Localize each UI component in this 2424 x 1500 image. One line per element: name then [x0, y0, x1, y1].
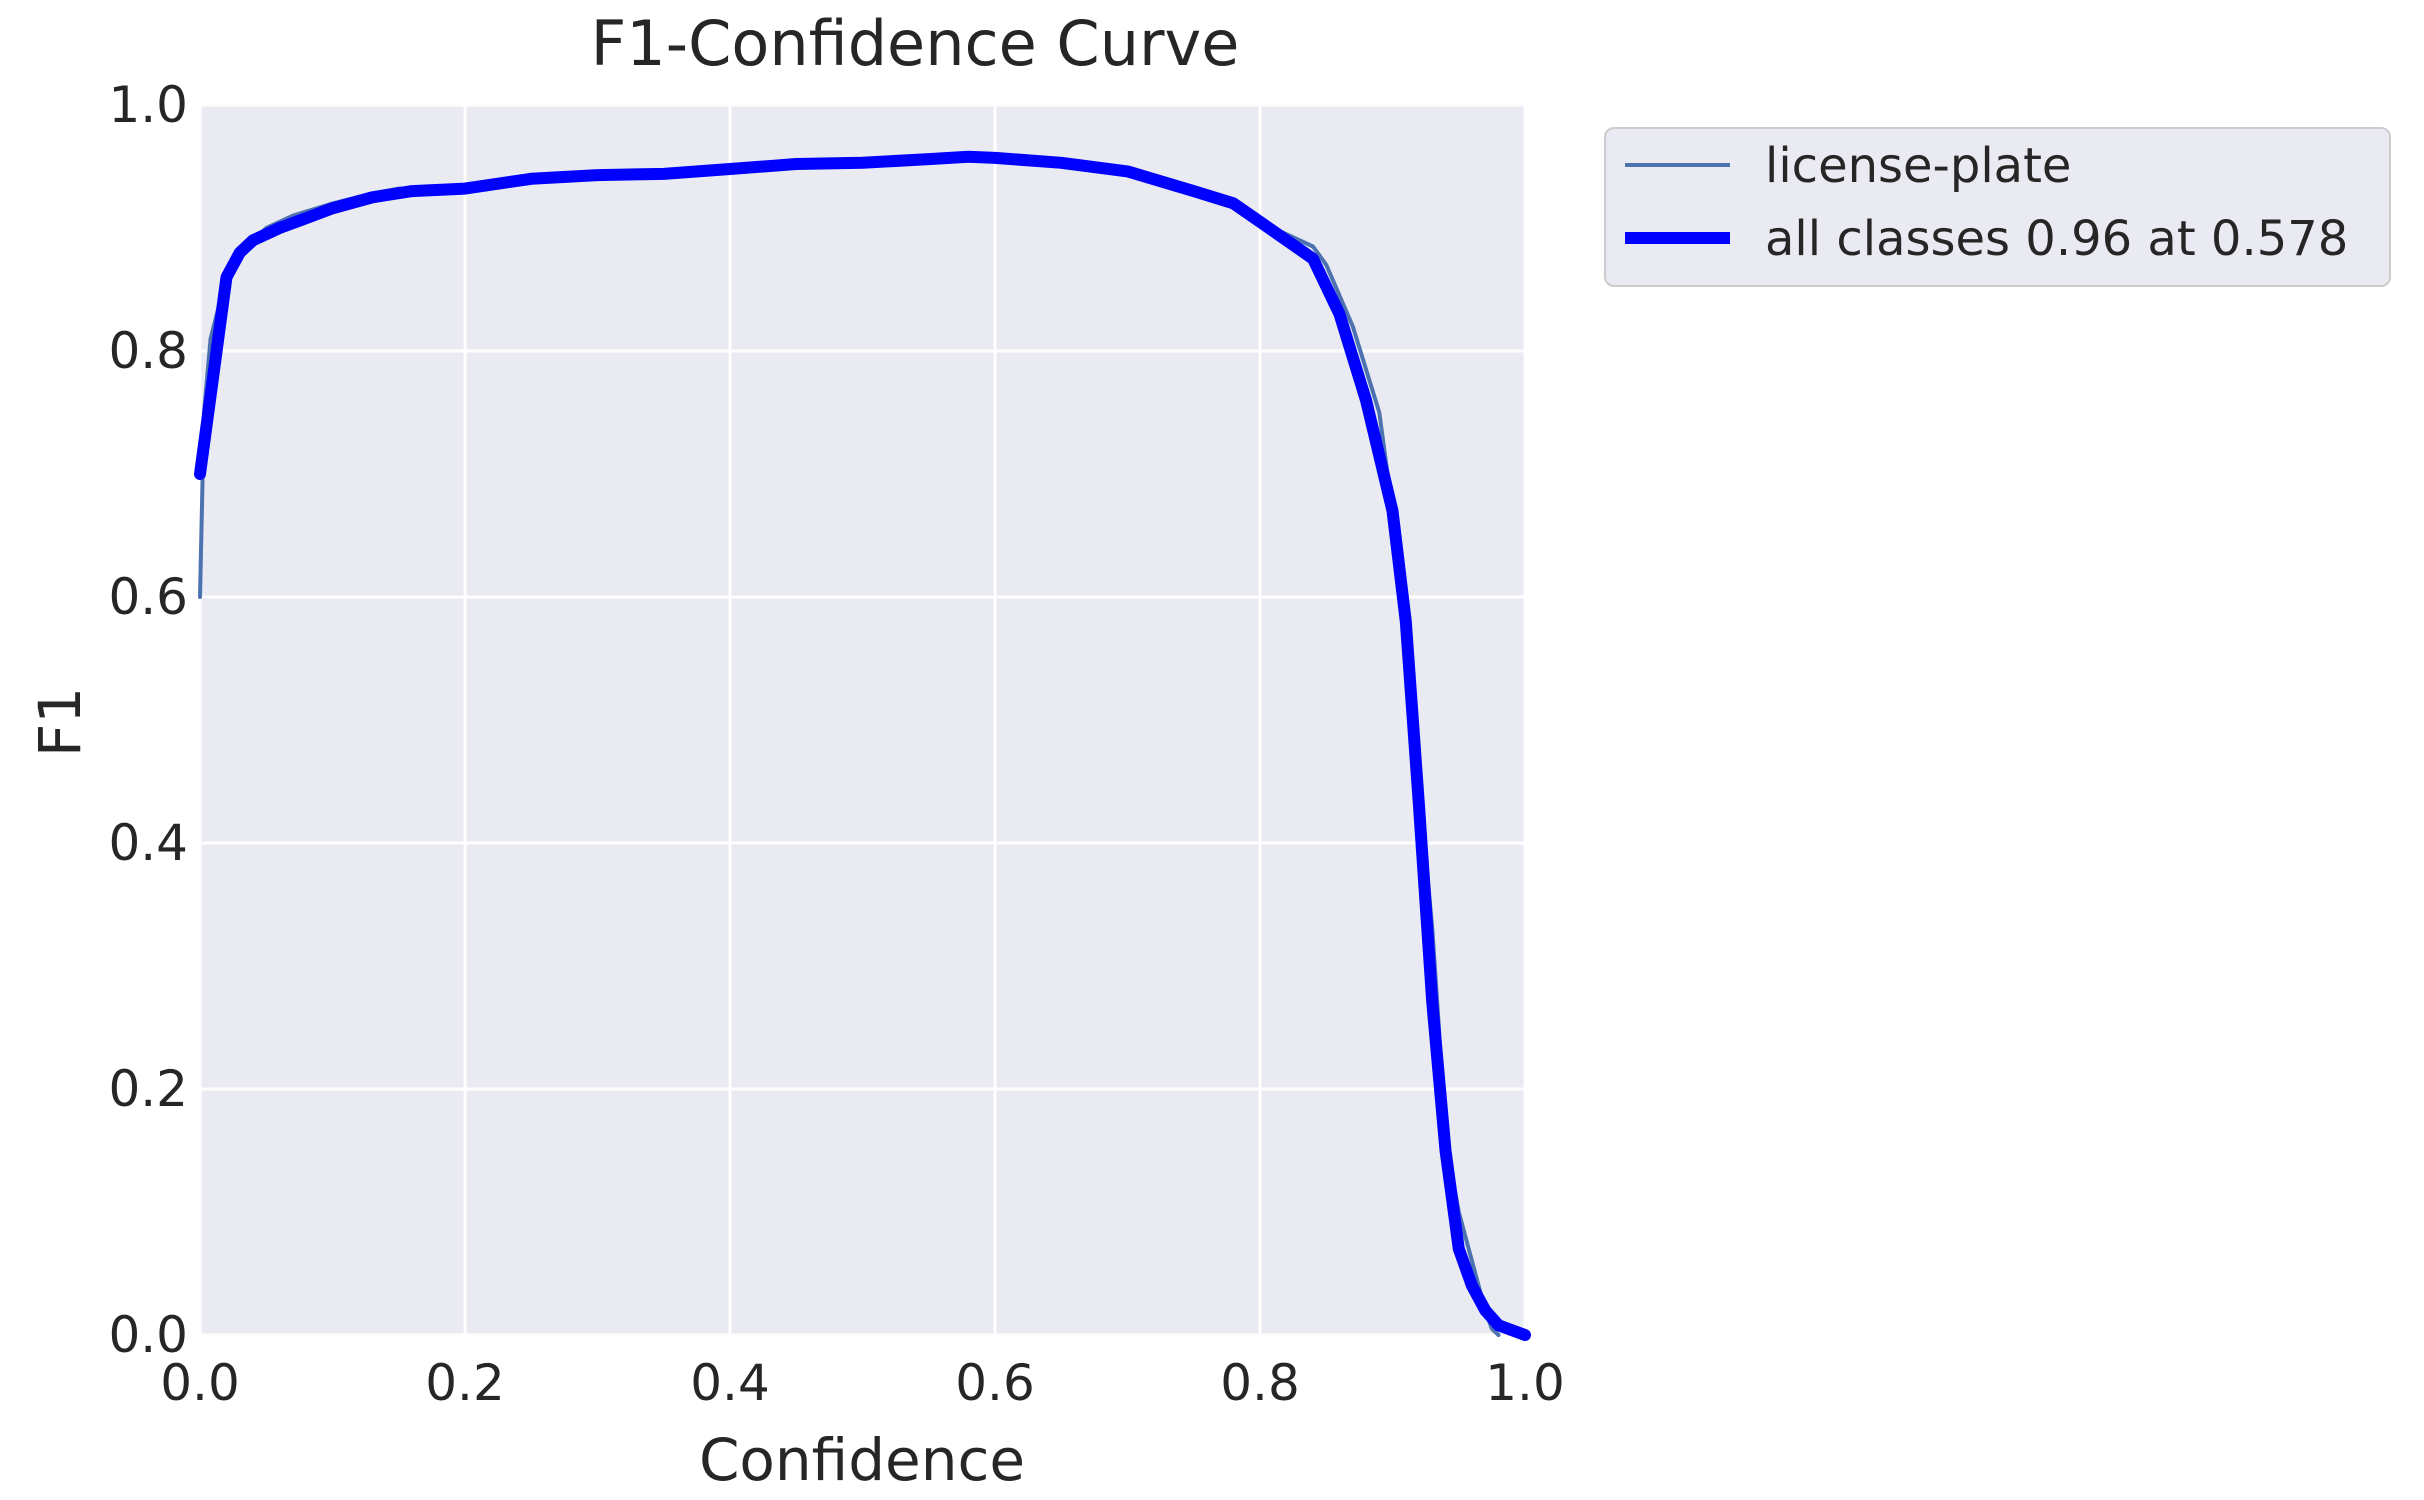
legend-label-all-classes: all classes 0.96 at 0.578: [1765, 211, 2348, 267]
y-tick-label: 0.2: [108, 1060, 188, 1118]
x-tick-label: 0.6: [955, 1354, 1035, 1412]
y-axis-label: F1: [26, 687, 94, 757]
x-tick-label: 0.8: [1220, 1354, 1300, 1412]
x-tick-label: 0.4: [690, 1354, 770, 1412]
tick-labels: 0.0 0.2 0.4 0.6 0.8 1.0 0.0 0.2 0.4 0.6 0.8 1.0: [108, 76, 1564, 1412]
legend-box: [1604, 127, 2391, 287]
y-tick-label: 0.6: [108, 568, 188, 626]
series-line-all-classes: [194, 150, 1531, 1341]
x-axis-label: Confidence: [699, 1426, 1025, 1494]
series-layer: [194, 150, 1531, 1341]
plot-area: [200, 105, 1525, 1335]
y-tick-label: 0.0: [108, 1306, 188, 1364]
x-tick-label: 1.0: [1485, 1354, 1565, 1412]
legend-label-license-plate: license-plate: [1765, 138, 2071, 194]
chart-title: F1-Confidence Curve: [591, 7, 1240, 80]
x-tick-label: 0.2: [425, 1354, 505, 1412]
y-tick-label: 0.4: [108, 814, 188, 872]
y-tick-label: 1.0: [108, 76, 188, 134]
y-tick-label: 0.8: [108, 322, 188, 380]
grid: [198, 103, 1527, 1337]
x-tick-label: 0.0: [160, 1354, 240, 1412]
legend: license-plate all classes 0.96 at 0.578: [1604, 127, 2391, 287]
